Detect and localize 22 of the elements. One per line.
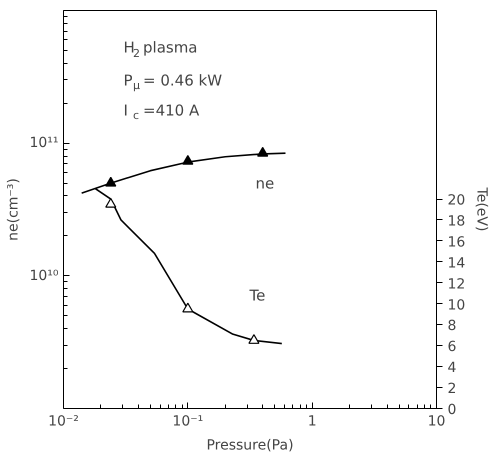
y2-tick-label: 6	[448, 339, 456, 356]
y2-tick-label: 10	[448, 297, 466, 314]
x-tick-label: 10⁻²	[48, 414, 79, 430]
y2-tick-label: 0	[448, 402, 456, 418]
annotation: ne	[256, 174, 274, 192]
x-tick-label: 10	[428, 414, 446, 430]
y2-tick-label: 20	[448, 192, 466, 209]
x-tick-label: 1	[308, 414, 317, 430]
y2-tick-label: 12	[448, 276, 466, 292]
y2-tick-label: 16	[448, 234, 466, 250]
y-axis-title: ne(cm⁻³)	[5, 178, 22, 241]
y2-axis-title: Te(eV)	[473, 186, 490, 232]
y2-tick-label: 4	[448, 360, 456, 376]
y-tick-label: 10¹¹	[29, 135, 59, 152]
annotation: Te	[248, 286, 266, 304]
y2-tick-label: 2	[448, 381, 456, 398]
x-tick-label: 10⁻¹	[172, 414, 204, 430]
y-tick-label: 10¹⁰	[29, 268, 59, 284]
y2-tick-label: 14	[448, 255, 466, 272]
y2-tick-label: 8	[448, 318, 456, 334]
x-axis-title: Pressure(Pa)	[206, 438, 294, 454]
y2-tick-label: 18	[448, 213, 466, 230]
